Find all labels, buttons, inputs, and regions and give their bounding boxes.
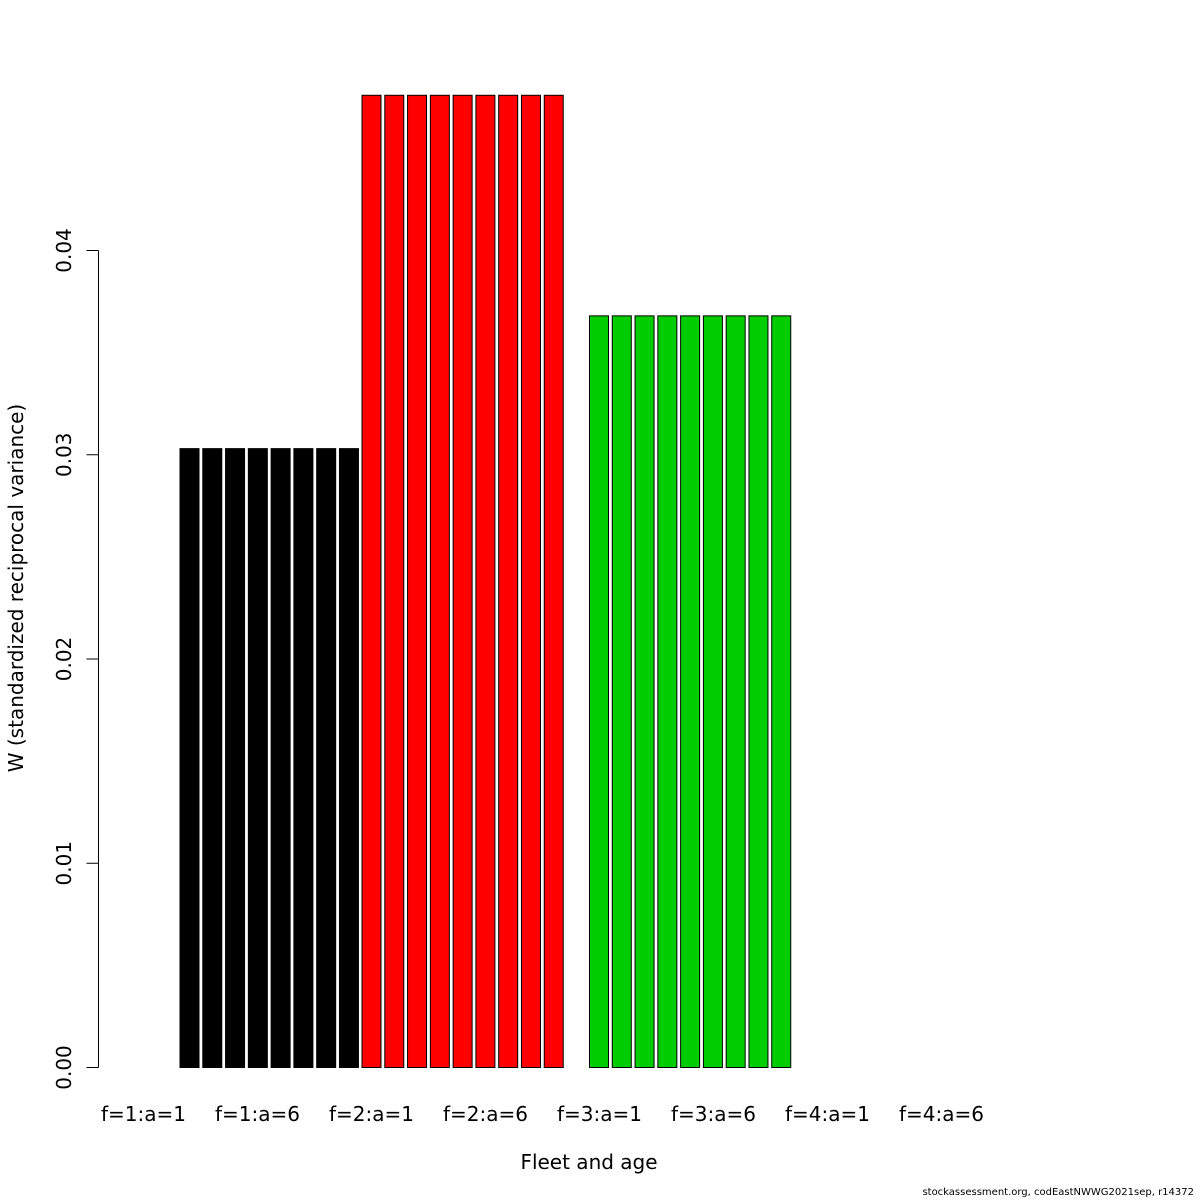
bar-f1-3 — [225, 448, 246, 1068]
bar-f3-4 — [657, 315, 678, 1068]
bar-f2-6 — [475, 94, 496, 1068]
x-axis-labels: f=1:a=1 f=1:a=6 f=2:a=1 f=2:a=6 f=3:a=1 f=3:a… — [101, 1102, 984, 1126]
bar-f2-9 — [543, 94, 564, 1068]
bars-layer — [179, 94, 792, 1068]
bar-f2-7 — [498, 94, 519, 1068]
bar-f2-8 — [520, 94, 541, 1068]
x-tick-label: f=1:a=6 — [215, 1102, 300, 1126]
bar-f1-4 — [247, 448, 268, 1068]
x-tick-label: f=1:a=1 — [101, 1102, 186, 1126]
bar-f3-8 — [748, 315, 769, 1068]
bar-f2-4 — [429, 94, 450, 1068]
x-tick-label: f=4:a=6 — [899, 1102, 984, 1126]
bar-f2-3 — [407, 94, 428, 1068]
y-axis: 0.00 0.01 0.02 0.03 0.04 — [52, 228, 99, 1090]
bar-f3-1 — [589, 315, 609, 1068]
x-tick-label: f=3:a=6 — [671, 1102, 756, 1126]
x-tick-label: f=3:a=1 — [557, 1102, 642, 1126]
bar-f2-1 — [361, 94, 382, 1068]
bar-f1-1 — [179, 448, 200, 1068]
y-tick-label: 0.03 — [52, 432, 76, 477]
bar-f3-6 — [702, 315, 723, 1068]
bar-f1-8 — [338, 448, 359, 1068]
bar-f3-9 — [771, 315, 792, 1068]
y-tick-label: 0.00 — [52, 1045, 76, 1090]
x-tick-label: f=2:a=1 — [329, 1102, 414, 1126]
bar-f1-6 — [293, 448, 314, 1068]
bar-f1-7 — [316, 448, 337, 1068]
bar-f3-7 — [725, 315, 746, 1068]
y-tick-label: 0.01 — [52, 841, 76, 886]
x-tick-label: f=2:a=6 — [443, 1102, 528, 1126]
bar-f1-5 — [270, 448, 291, 1068]
bar-f3-3 — [634, 315, 655, 1068]
x-axis-title: Fleet and age — [520, 1150, 657, 1174]
bar-f1-2 — [202, 448, 223, 1068]
y-tick-label: 0.02 — [52, 637, 76, 682]
x-tick-label: f=4:a=1 — [785, 1102, 870, 1126]
bar-f3-5 — [680, 315, 701, 1068]
bar-f3-2 — [611, 315, 632, 1068]
source-note: stockassessment.org, codEastNWWG2021sep,… — [922, 1187, 1194, 1198]
y-tick-label: 0.04 — [52, 228, 76, 273]
y-axis-title: W (standardized reciprocal variance) — [4, 404, 28, 773]
bar-f2-2 — [384, 94, 405, 1068]
bar-f2-5 — [452, 94, 473, 1068]
